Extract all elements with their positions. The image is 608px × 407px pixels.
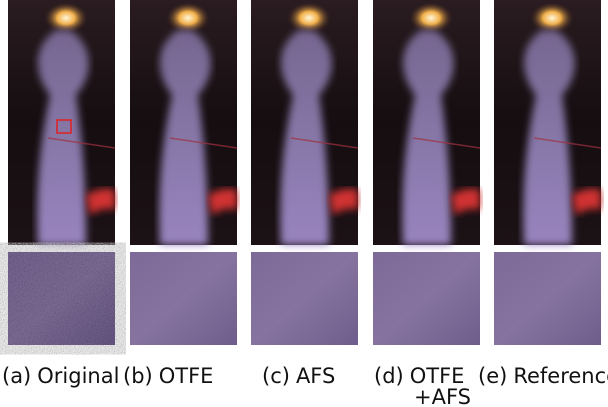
caption: (c) AFS bbox=[262, 364, 335, 388]
red-streak bbox=[86, 188, 115, 215]
smoke-plume bbox=[402, 30, 454, 245]
caption-label: (b) bbox=[123, 364, 153, 388]
caption-name: +AFS bbox=[414, 385, 471, 407]
caption-name: Original bbox=[37, 364, 119, 388]
panel bbox=[251, 0, 359, 345]
caption-name: OTFE bbox=[159, 364, 214, 388]
panel bbox=[373, 0, 481, 345]
red-streak bbox=[208, 188, 237, 215]
laser-line bbox=[169, 137, 238, 149]
laser-line bbox=[412, 137, 481, 149]
zoom-crop bbox=[130, 252, 237, 345]
caption-label: (e) bbox=[478, 364, 507, 388]
smoke-plume bbox=[37, 30, 89, 245]
flame bbox=[44, 2, 88, 34]
caption-label: (a) bbox=[2, 364, 31, 388]
flame bbox=[409, 2, 453, 34]
zoom-crop bbox=[251, 252, 358, 345]
caption: (e)Reference bbox=[478, 364, 608, 388]
flame bbox=[287, 2, 331, 34]
laser-line bbox=[290, 137, 359, 149]
caption-label: (c) bbox=[262, 364, 290, 388]
caption-label: (d) bbox=[374, 364, 404, 388]
smoke-plume bbox=[280, 30, 332, 245]
flame bbox=[530, 2, 574, 34]
smoke-plume bbox=[159, 30, 211, 245]
smoke-plume bbox=[523, 30, 575, 245]
caption: (a) Original bbox=[2, 364, 119, 388]
red-streak bbox=[451, 188, 480, 215]
panel bbox=[494, 0, 602, 345]
caption-name: AFS bbox=[296, 364, 335, 388]
flame bbox=[166, 2, 210, 34]
caption-name: Reference bbox=[513, 364, 608, 388]
zoom-crop bbox=[373, 252, 480, 345]
zoom-box bbox=[56, 119, 72, 134]
zoom-crop bbox=[494, 252, 601, 345]
caption-name: OTFE bbox=[410, 364, 465, 388]
caption: (d) OTFE bbox=[374, 364, 464, 388]
red-streak bbox=[572, 188, 601, 215]
laser-line bbox=[47, 137, 116, 149]
red-streak bbox=[329, 188, 358, 215]
panel bbox=[130, 0, 238, 345]
laser-line bbox=[533, 137, 602, 149]
zoom-crop bbox=[8, 252, 115, 345]
panel bbox=[8, 0, 116, 345]
caption: (b) OTFE bbox=[123, 364, 213, 388]
